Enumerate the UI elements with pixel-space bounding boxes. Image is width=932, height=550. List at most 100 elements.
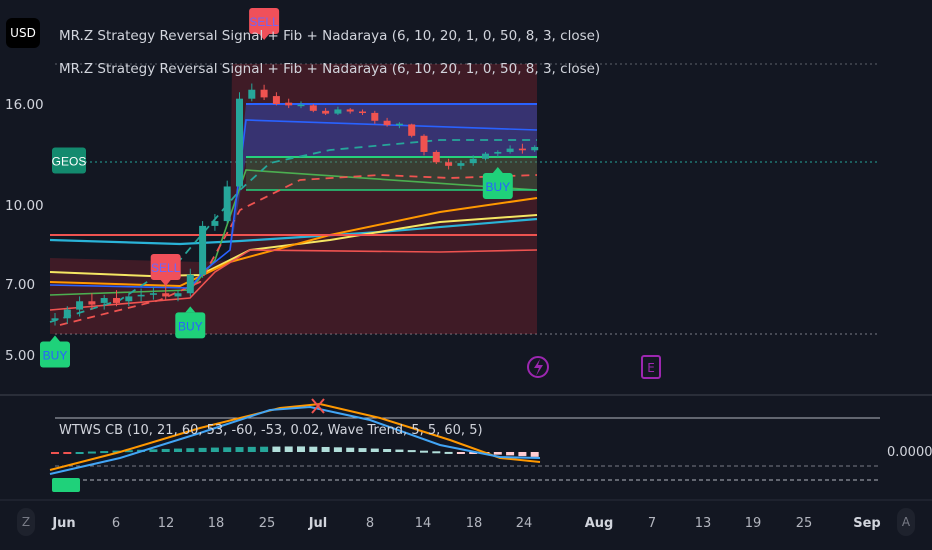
earnings-letter: E — [647, 361, 655, 375]
signal-box — [249, 8, 280, 34]
osc-histogram-bar — [444, 451, 453, 454]
osc-histogram-bar — [149, 449, 158, 452]
candle-body — [76, 301, 84, 310]
indicator-legend-1[interactable]: MR.Z Strategy Reversal Signal + Fib + Na… — [59, 28, 601, 44]
osc-histogram-bar — [272, 446, 281, 452]
osc-histogram-bar — [297, 446, 305, 452]
osc-histogram-bar — [506, 452, 515, 456]
x-tick-label: 8 — [366, 516, 374, 531]
signal-text: BUY — [178, 319, 203, 333]
osc-histogram-bar — [174, 448, 182, 452]
red-dashed-line — [59, 174, 538, 326]
candle-body — [506, 148, 514, 152]
signal-text: BUY — [485, 180, 510, 194]
osc-histogram-bar — [493, 452, 502, 455]
osc-histogram-bar — [100, 451, 109, 454]
candle-body — [383, 120, 391, 126]
signal-pointer — [160, 280, 171, 286]
x-tick-label: Aug — [585, 516, 614, 531]
candle-body — [199, 225, 207, 275]
signal-labels: BUY SELL BUY SELL BUY — [40, 8, 513, 368]
cyan-line — [49, 217, 538, 246]
candle-body — [236, 98, 243, 187]
candle-body — [482, 153, 489, 159]
candle-body — [309, 105, 317, 111]
candle-body — [63, 309, 71, 319]
signal-buy: BUY — [175, 306, 206, 339]
candle-body — [211, 221, 219, 226]
osc-histogram-bar — [469, 452, 478, 454]
candle-body — [297, 104, 305, 107]
osc-histogram-bar — [161, 448, 170, 452]
signal-sell: SELL — [249, 8, 279, 40]
candle-body — [248, 89, 256, 99]
candle-body — [469, 158, 477, 164]
osc-histogram-bar — [247, 446, 256, 452]
candle-body — [346, 109, 354, 112]
osc-histogram-bar — [370, 448, 379, 452]
osc-histogram-bar — [420, 450, 428, 453]
candle-body — [125, 296, 133, 302]
x-tick-label: Sep — [853, 516, 881, 531]
signal-pointer — [259, 34, 270, 40]
osc-histogram-bar — [456, 452, 465, 454]
x-tick-label: Jul — [308, 516, 328, 531]
grid-lines — [0, 63, 932, 501]
x-tick-label: 24 — [516, 516, 533, 531]
candle-body — [272, 96, 280, 104]
oscillator-legend[interactable]: WTWS CB (10, 21, 60, 53, -60, -53, 0.02,… — [59, 423, 483, 438]
auto-scale-button[interactable]: A — [897, 508, 915, 536]
osc-histogram-bar — [358, 448, 367, 452]
osc-histogram-bar — [260, 446, 269, 452]
osc-histogram-bar — [198, 447, 207, 452]
candle-body — [260, 89, 268, 98]
currency-button[interactable]: USD — [6, 18, 40, 48]
candle-body — [359, 111, 366, 114]
candle-body — [149, 293, 157, 295]
osc-histogram-bar — [87, 451, 96, 454]
osc-histogram-bar — [124, 450, 133, 453]
y-tick-label: 16.00 — [5, 97, 44, 113]
x-tick-label: 6 — [112, 516, 120, 531]
candle-body — [494, 151, 502, 154]
osc-histogram-bar — [210, 447, 219, 452]
lightning-icon — [527, 356, 549, 378]
osc-histogram-bar — [75, 452, 84, 454]
lightning-glyph — [534, 359, 543, 376]
candle-body — [113, 298, 120, 303]
osc-histogram-bar — [518, 452, 527, 457]
indicator-legend-2[interactable]: MR.Z Strategy Reversal Signal + Fib + Na… — [59, 61, 601, 77]
signal-box — [40, 341, 70, 368]
candle-body — [395, 123, 403, 126]
osc-blue-line — [49, 405, 541, 475]
osc-histogram-bar — [346, 447, 355, 452]
symbol-tag-bg — [52, 147, 86, 174]
signal-sell: SELL — [150, 254, 181, 286]
y-tick-label: 10.00 — [5, 198, 44, 214]
symbol-tag-text: GEOS — [52, 155, 87, 169]
blue-inner-line — [49, 119, 538, 289]
candle-body — [137, 294, 145, 297]
osc-histogram-bar — [63, 452, 72, 454]
signal-pointer — [492, 167, 503, 174]
red-lower-line — [49, 249, 538, 311]
x-tick-label: 19 — [745, 516, 762, 531]
osc-histogram-bar — [112, 450, 121, 453]
candle-body — [174, 293, 182, 297]
axis-labels: GEOS 16.00 10.00 7.00 5.00 Jun 6 12 18 25 Jul 8 14 18… — [5, 97, 881, 531]
candle-body — [186, 274, 194, 294]
osc-histogram-bar — [321, 446, 330, 452]
osc-histogram-bar — [284, 446, 293, 452]
osc-histogram-bar — [309, 446, 318, 452]
cross-marker — [311, 398, 325, 414]
osc-histogram-bar — [223, 447, 232, 452]
osc-histogram-bar — [383, 449, 392, 452]
osc-histogram-bar — [432, 451, 441, 454]
oscillator-pane: 0.0000 — [49, 398, 932, 492]
signal-text: SELL — [151, 261, 181, 275]
x-tick-label: 12 — [158, 516, 175, 531]
y-tick-label: 7.00 — [5, 277, 35, 293]
timezone-button[interactable]: Z — [17, 508, 35, 536]
signal-buy: BUY — [482, 167, 513, 200]
candle-body — [445, 162, 453, 166]
